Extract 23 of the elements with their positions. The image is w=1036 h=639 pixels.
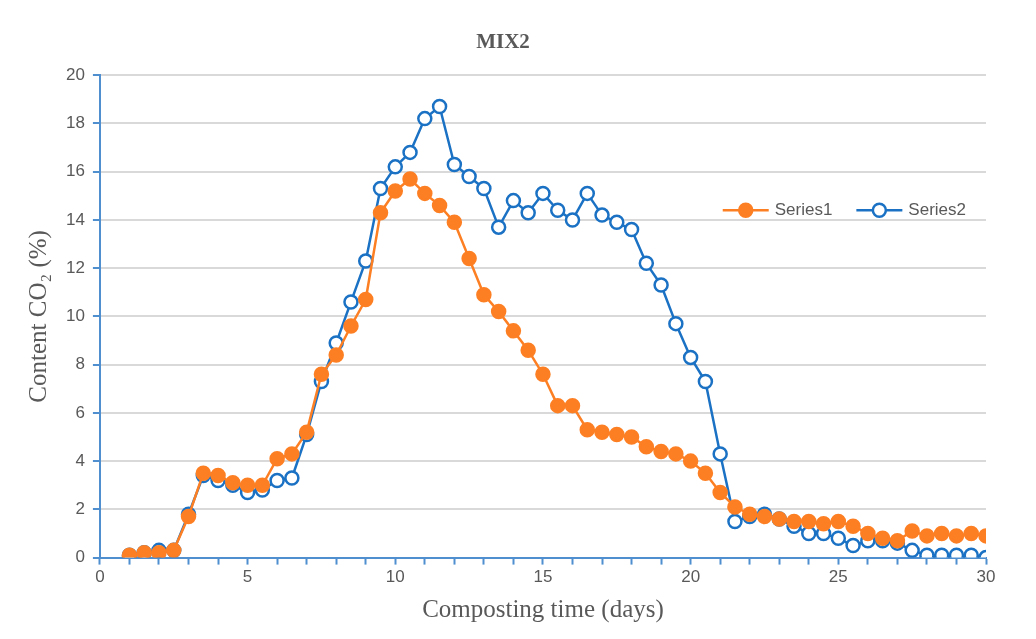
legend-label: Series2 bbox=[908, 199, 966, 219]
x-tick-label: 25 bbox=[828, 567, 848, 587]
x-tick-label: 0 bbox=[95, 567, 105, 587]
y-tick-label: 0 bbox=[75, 547, 85, 567]
y-axis-title: Content CO₂ (%) bbox=[23, 230, 52, 403]
y-tick-label: 20 bbox=[65, 64, 85, 84]
y-tick-label: 16 bbox=[65, 161, 85, 181]
y-tick-label: 8 bbox=[75, 354, 85, 374]
x-tick-label: 10 bbox=[385, 567, 405, 587]
x-tick-label: 15 bbox=[533, 567, 553, 587]
y-tick-label: 2 bbox=[75, 499, 85, 519]
x-tick-label: 20 bbox=[681, 567, 701, 587]
y-tick-label: 4 bbox=[75, 450, 85, 470]
x-tick-label: 5 bbox=[242, 567, 253, 587]
y-tick-label: 10 bbox=[65, 306, 85, 326]
chart-title: MIX2 bbox=[476, 29, 530, 54]
y-tick-label: 14 bbox=[65, 209, 85, 229]
y-tick-label: 18 bbox=[65, 113, 85, 133]
x-tick-label: 30 bbox=[976, 567, 996, 587]
legend-label: Series1 bbox=[774, 199, 833, 219]
y-tick-label: 6 bbox=[75, 402, 85, 422]
x-axis-title: Composting time (days) bbox=[422, 594, 664, 623]
y-tick-label: 12 bbox=[65, 257, 85, 277]
